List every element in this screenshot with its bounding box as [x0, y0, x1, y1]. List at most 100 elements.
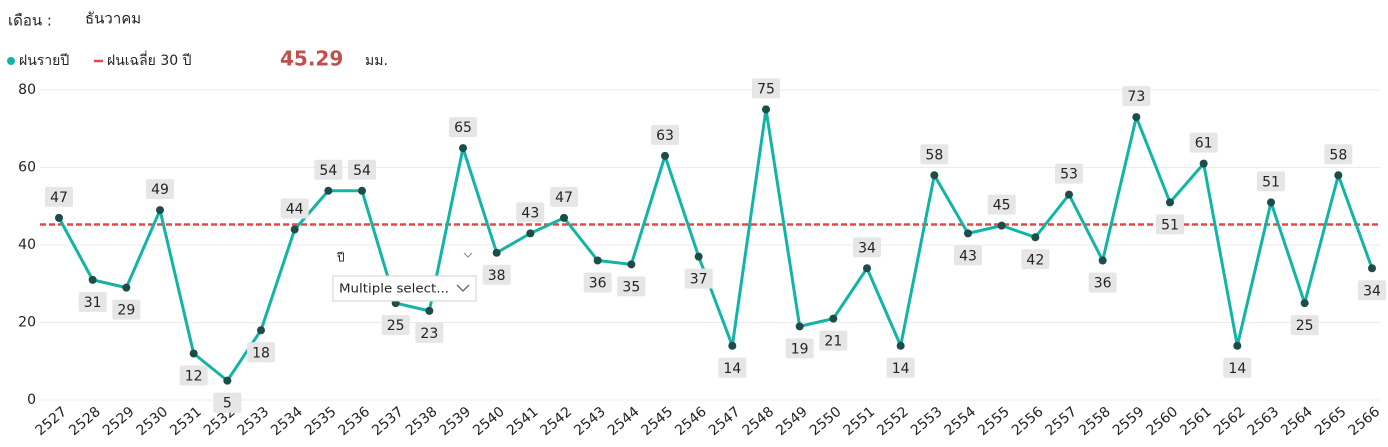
data-label: 43	[959, 248, 977, 264]
data-label: 14	[1228, 361, 1246, 377]
legend-marker	[7, 57, 15, 65]
data-label-bg	[617, 276, 646, 297]
average-value: 45.29	[280, 47, 343, 71]
data-point	[324, 186, 333, 195]
data-label-bg	[213, 392, 242, 413]
data-label-bg	[179, 365, 208, 386]
data-label-bg	[1257, 171, 1285, 192]
data-point	[1031, 233, 1040, 242]
data-label-bg	[449, 117, 477, 138]
data-point	[1166, 198, 1174, 207]
data-label: 29	[117, 303, 135, 319]
x-tick-label: 2536	[336, 404, 374, 439]
x-tick-label: 2554	[942, 404, 980, 439]
data-label: 36	[589, 276, 607, 292]
data-label: 73	[1127, 89, 1145, 105]
data-point	[1334, 171, 1343, 180]
data-label-bg	[583, 272, 612, 293]
x-tick-label: 2547	[706, 404, 744, 439]
data-label: 51	[1262, 174, 1280, 190]
data-point	[896, 341, 905, 350]
data-label: 25	[387, 318, 405, 334]
x-tick-label: 2528	[66, 404, 104, 439]
series-line	[57, 107, 1374, 383]
data-label: 5	[223, 396, 232, 412]
data-label: 25	[1296, 318, 1314, 334]
x-tick-label: 2549	[773, 404, 811, 439]
data-label-bg	[1189, 132, 1218, 153]
data-label: 31	[84, 295, 102, 311]
data-point	[1132, 113, 1141, 122]
slicer-box[interactable]	[332, 275, 477, 302]
x-tick-label: 2562	[1211, 404, 1249, 439]
data-label: 21	[824, 334, 842, 350]
data-label-bg	[482, 264, 511, 285]
data-label: 61	[1195, 136, 1213, 152]
data-point	[1065, 190, 1073, 199]
data-label-bg	[112, 299, 141, 320]
data-label-bg	[1223, 357, 1252, 378]
x-tick-label: 2537	[369, 404, 407, 439]
x-tick-label: 2535	[302, 404, 340, 439]
data-label-bg	[550, 186, 578, 207]
x-tick-label: 2527	[33, 404, 71, 439]
x-tick-label: 2551	[841, 404, 879, 439]
data-label-bg	[886, 357, 915, 378]
data-label: 37	[690, 272, 708, 288]
data-label: 54	[319, 163, 337, 179]
data-label-bg	[516, 202, 545, 223]
data-label-bg	[1122, 86, 1151, 107]
data-point	[1267, 198, 1275, 207]
data-label: 36	[1094, 276, 1112, 292]
data-label-bg	[651, 124, 679, 145]
data-label-bg	[987, 194, 1016, 215]
data-point	[358, 186, 366, 195]
x-tick-label: 2545	[639, 404, 677, 439]
data-label-bg	[247, 342, 275, 363]
slicer-chevron	[463, 252, 473, 258]
data-point	[694, 252, 703, 261]
x-tick-label: 2556	[1009, 404, 1047, 439]
data-label-bg	[1055, 163, 1083, 184]
data-point	[728, 341, 737, 350]
data-point	[156, 206, 164, 215]
data-point	[1199, 159, 1208, 168]
x-tick-label: 2542	[538, 404, 576, 439]
y-tick-label: 0	[27, 392, 36, 408]
x-tick-label: 2540	[470, 404, 508, 439]
data-label-bg	[1358, 280, 1386, 301]
x-tick-label: 2559	[1110, 404, 1148, 439]
data-point	[930, 171, 939, 180]
y-tick-label: 40	[18, 237, 36, 253]
data-label-bg	[1324, 144, 1353, 165]
data-point	[223, 376, 232, 385]
data-label: 47	[50, 190, 68, 206]
data-label-bg	[314, 159, 343, 180]
data-label-bg	[1021, 249, 1050, 270]
x-tick-label: 2544	[605, 404, 643, 439]
slicer-chevron	[456, 284, 470, 292]
x-tick-label: 2558	[1076, 404, 1114, 439]
y-tick-label: 80	[18, 82, 36, 98]
data-point	[1098, 256, 1107, 265]
filter-value: ธันวาคม	[85, 10, 141, 28]
x-tick-label: 2566	[1346, 404, 1384, 439]
data-label: 44	[286, 202, 304, 218]
x-tick-label: 2529	[100, 404, 138, 439]
x-tick-label: 2530	[134, 404, 172, 439]
data-point	[795, 322, 804, 331]
x-tick-label: 2538	[403, 404, 441, 439]
x-tick-label: 2546	[672, 404, 710, 439]
slicer-title: ปี	[336, 251, 344, 265]
data-label-bg	[819, 330, 848, 351]
data-label: 45	[993, 198, 1011, 214]
data-label: 19	[791, 341, 809, 357]
data-point	[290, 225, 299, 234]
data-point	[661, 151, 669, 160]
data-label-bg	[684, 268, 713, 289]
x-tick-label: 2534	[268, 404, 306, 439]
x-tick-label: 2553	[908, 404, 946, 439]
data-point	[627, 260, 636, 269]
data-label: 14	[892, 361, 910, 377]
